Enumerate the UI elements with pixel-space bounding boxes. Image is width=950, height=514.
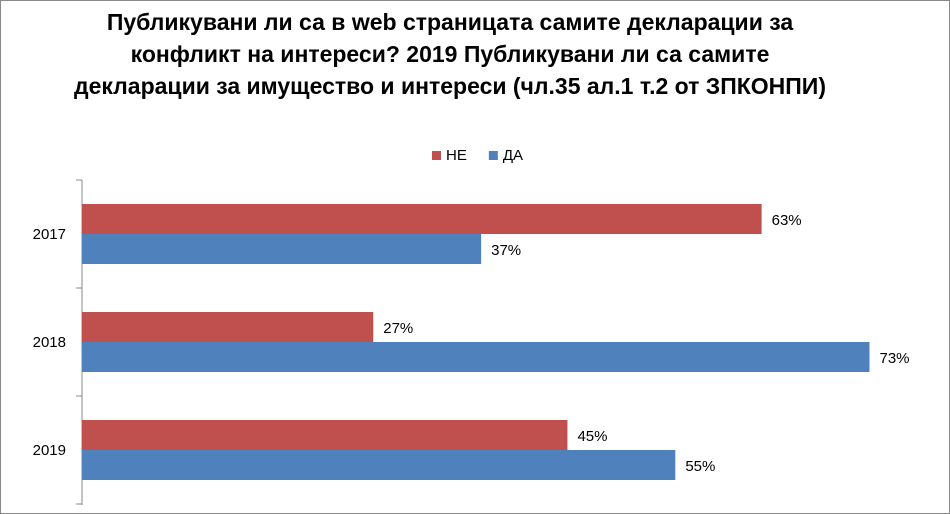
legend-swatch <box>488 151 498 160</box>
y-tick-label: 2019 <box>33 442 66 459</box>
value-label: 27% <box>383 320 413 337</box>
bar <box>82 420 568 450</box>
value-label: 45% <box>577 428 607 445</box>
bar <box>82 204 762 234</box>
chart-title: Публикувани ли са в web страницата самит… <box>74 9 826 99</box>
legend-label: ДА <box>503 147 523 164</box>
y-tick-label: 2018 <box>33 334 66 351</box>
value-label: 37% <box>491 242 521 259</box>
value-label: 73% <box>879 350 909 367</box>
bar <box>82 342 870 372</box>
y-tick-label: 2017 <box>33 226 66 243</box>
legend-label: НЕ <box>446 147 467 164</box>
bar <box>82 450 676 480</box>
bar <box>82 234 482 264</box>
value-label: 63% <box>772 212 802 229</box>
bar <box>82 312 374 342</box>
value-label: 55% <box>685 458 715 475</box>
legend-swatch <box>432 151 441 160</box>
